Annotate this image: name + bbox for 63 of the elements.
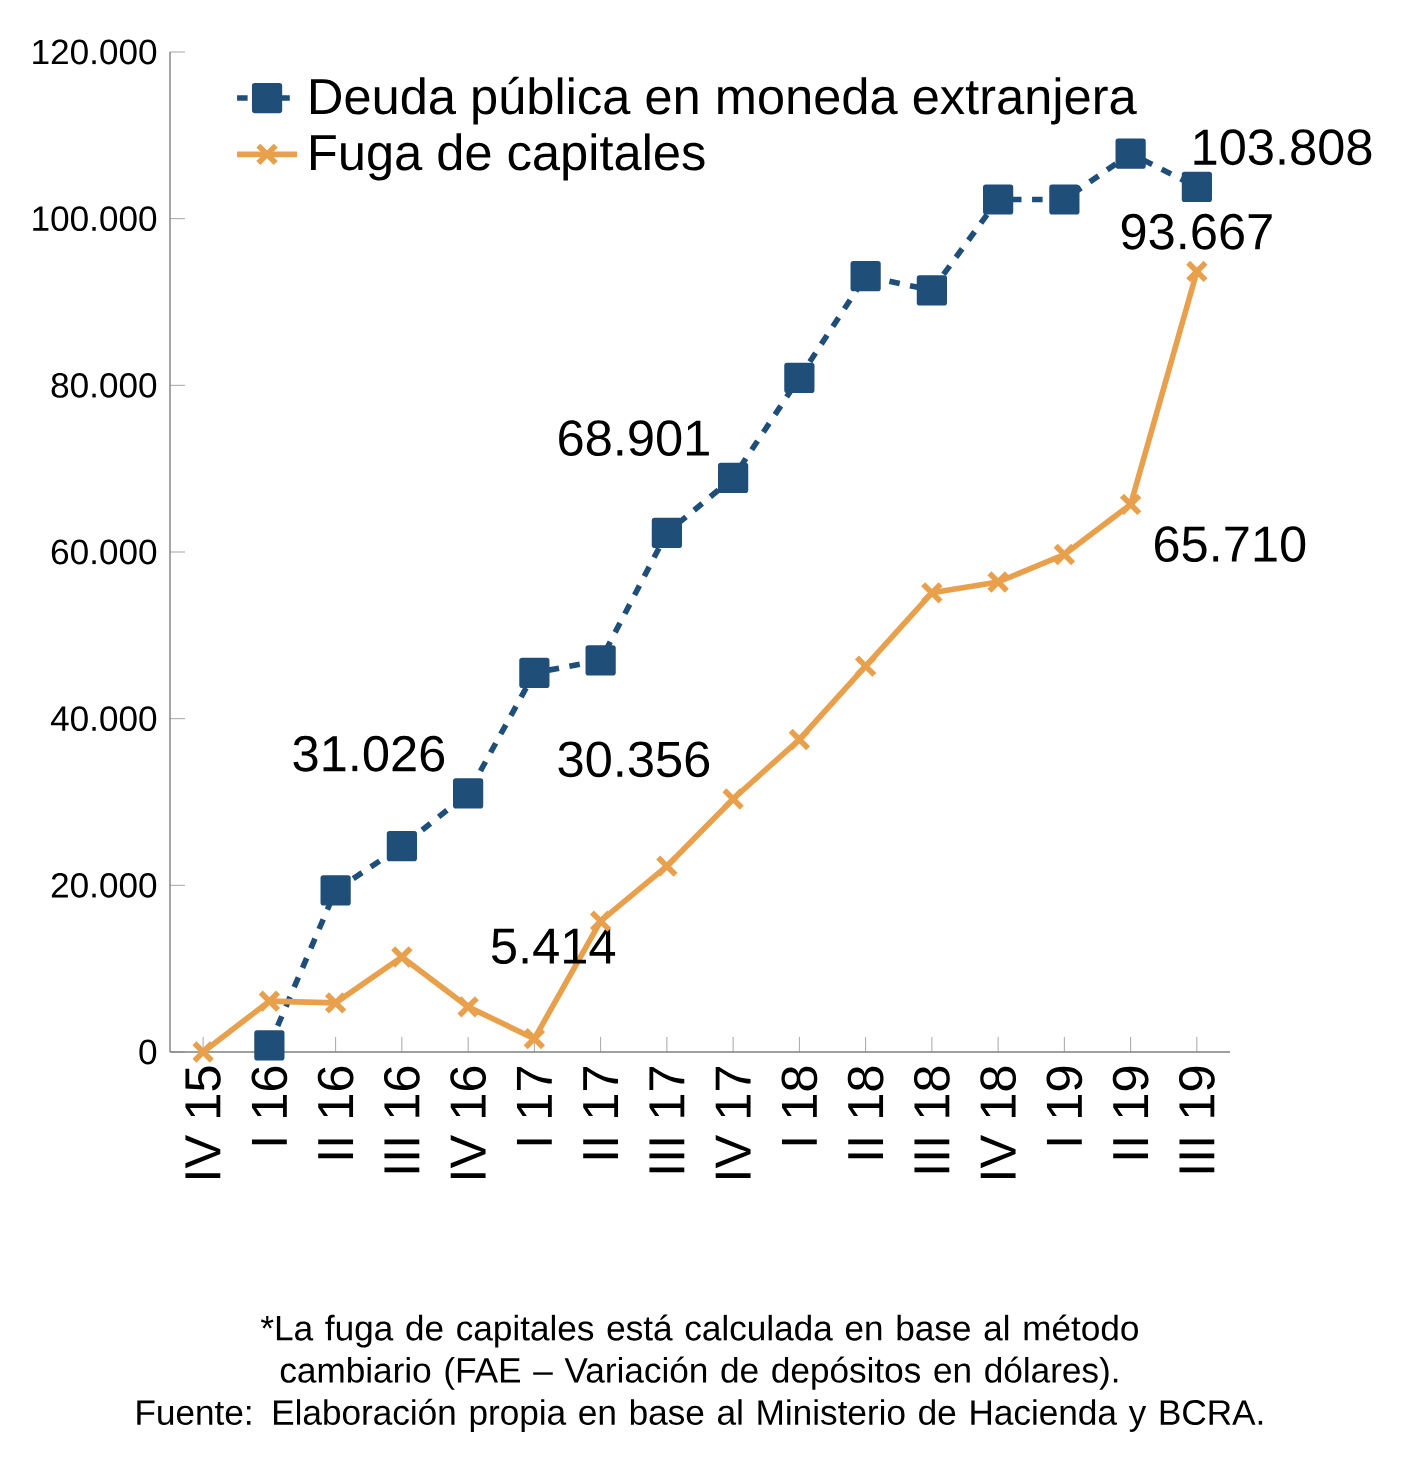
y-tick-label: 80.000 xyxy=(51,372,157,398)
point xyxy=(254,1030,285,1061)
point xyxy=(585,645,616,676)
point xyxy=(983,184,1014,215)
x-tick-label: II 18 xyxy=(847,1066,884,1159)
point xyxy=(522,1027,546,1051)
legend-label: Deuda pública en moneda extranjera xyxy=(311,76,1137,125)
point xyxy=(1115,138,1146,169)
point xyxy=(453,778,484,809)
data-label: 103.808 xyxy=(1194,129,1372,166)
x-tick-label: I 18 xyxy=(781,1066,818,1145)
point xyxy=(1181,171,1212,203)
x-tick-label: I 17 xyxy=(516,1067,552,1145)
x-tick-label: IV 18 xyxy=(980,1066,1017,1178)
point xyxy=(854,654,878,678)
point xyxy=(456,995,480,1019)
x-tick-label: IV 16 xyxy=(450,1066,487,1178)
y-tick-label: 100.000 xyxy=(33,206,157,232)
point xyxy=(920,581,944,605)
x-tick-label: II 16 xyxy=(317,1066,354,1159)
point xyxy=(386,831,417,862)
y-tick-label: 0 xyxy=(139,1039,157,1065)
x-tick-label: I 19 xyxy=(1046,1066,1083,1145)
point xyxy=(721,787,745,811)
x-tick-label: II 19 xyxy=(1112,1066,1149,1159)
text: *La fuga de capitales está calculada en base al método cambiario (FAE – Variación de depósitos en dólares). xyxy=(260,1314,1138,1390)
point xyxy=(916,275,948,306)
data-label: 31.026 xyxy=(293,735,445,772)
x-tick-label: III 18 xyxy=(913,1066,950,1173)
y-tick-label: 120.000 xyxy=(33,39,157,65)
point xyxy=(519,657,550,688)
point xyxy=(390,945,414,969)
point xyxy=(320,875,351,906)
x-tick-label: III 16 xyxy=(383,1066,420,1173)
point xyxy=(718,462,749,493)
point xyxy=(784,362,815,393)
point xyxy=(324,991,348,1015)
x-tick-label: I 16 xyxy=(251,1066,288,1145)
y-tick-label: 20.000 xyxy=(51,872,157,898)
x-tick-label: IV 15 xyxy=(185,1066,221,1178)
point xyxy=(850,261,881,292)
point xyxy=(1052,542,1076,566)
point xyxy=(1185,259,1209,283)
point xyxy=(986,570,1010,594)
point xyxy=(787,727,811,751)
point xyxy=(655,854,679,878)
data-label: 68.901 xyxy=(559,420,709,457)
point xyxy=(1119,492,1143,516)
y-tick-label: 60.000 xyxy=(51,539,157,565)
point xyxy=(1049,184,1080,215)
x-tick-label: III 19 xyxy=(1178,1066,1215,1173)
data-label: 30.356 xyxy=(558,741,710,778)
x-tick-label: III 17 xyxy=(649,1067,685,1173)
y-tick-label: 40.000 xyxy=(50,706,157,732)
point xyxy=(651,517,682,548)
source-note: Fuente: Elaboración propia en base al Ministerio de Hacienda y BCRA. xyxy=(137,1398,1263,1432)
x-tick-label: IV 17 xyxy=(715,1067,751,1178)
legend-label: Fuga de capitales xyxy=(311,133,705,181)
point xyxy=(257,989,281,1013)
data-label: 65.710 xyxy=(1155,526,1306,563)
point xyxy=(191,1040,215,1064)
data-label: 93.667 xyxy=(1121,213,1272,250)
x-tick-label: II 17 xyxy=(583,1067,619,1159)
